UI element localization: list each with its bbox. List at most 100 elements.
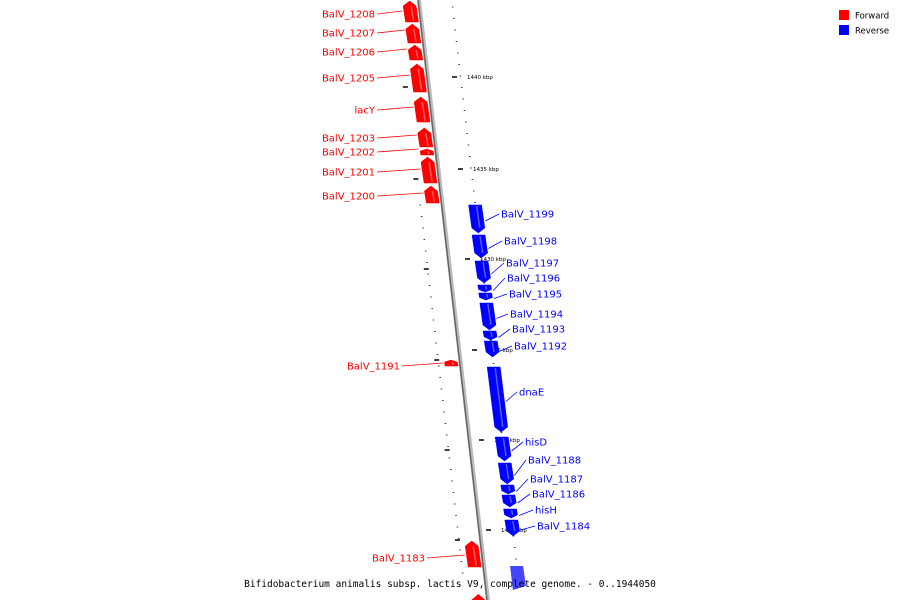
reverse-gene-5 [479,302,497,331]
gene-labels: BalV_1208 BalV_1207 BalV_1206 BalV_1205 lacY… [322,10,590,565]
reverse-leader-line [496,313,509,319]
reverse-leader-line [518,509,534,516]
forward-gene-label: BalV_1201 [322,168,375,179]
reverse-gene-shade [491,341,495,353]
reverse-gene-4 [478,292,493,301]
forward-gene-label: BalV_1183 [372,554,425,565]
forward-gene-1 [405,23,422,44]
reverse-gene-shade [479,235,484,254]
reverse-gene-shade [505,463,510,480]
reverse-gene-label: BalV_1197 [506,259,559,270]
reverse-leader-line [511,441,524,452]
reverse-gene-6 [482,330,498,341]
forward-leader-line [376,192,424,197]
forward-leader-line [376,29,405,34]
legend: Forward Reverse [839,10,889,37]
forward-gene-label: BalV_1191 [347,362,400,373]
reverse-gene-shade [475,205,481,229]
forward-leader-line [376,10,403,15]
forward-gene-5 [417,127,434,148]
forward-gene-shade [415,49,419,60]
forward-gene-shade [472,545,478,567]
reverse-gene-14 [504,519,520,537]
forward-gene-shade [417,68,423,92]
forward-leader-line [401,362,443,367]
major-tick-label: 1440 kbp [467,75,493,81]
reverse-gene-shade [485,285,488,290]
forward-leader-line [376,106,414,111]
forward-gene-shade [428,161,433,183]
legend-forward-swatch [839,10,849,20]
reverse-gene-label: BalV_1188 [528,456,581,467]
forward-gene-10 [464,540,482,568]
forward-gene-label: BalV_1200 [322,192,375,203]
forward-leader-line [376,168,421,173]
reverse-gene-label: dnaE [519,388,544,399]
reverse-gene-13 [503,508,518,519]
forward-gene-6 [419,148,435,156]
reverse-gene-11 [500,484,516,495]
reverse-leader-line [493,293,508,299]
reverse-gene-shade [482,261,487,279]
forward-leader-line [426,554,465,559]
forward-gene-7 [420,156,438,184]
forward-gene-label: BalV_1202 [322,148,375,159]
forward-gene-8 [424,185,440,204]
forward-gene-label: BalV_1208 [322,10,375,21]
reverse-leader-line [514,459,527,476]
forward-gene-partial [471,594,486,600]
forward-gene-shade [431,190,436,203]
reverse-leader-line [499,345,513,352]
forward-gene-4 [413,96,431,123]
reverse-gene-8 [486,366,508,433]
reverse-gene-0 [468,204,486,234]
legend-forward-label: Forward [855,12,889,22]
forward-gene-shade [413,28,417,43]
reverse-gene-label: BalV_1198 [504,237,557,248]
reverse-gene-shade [486,293,489,298]
reverse-gene-shade [494,367,504,428]
reverse-gene-label: BalV_1184 [537,522,590,533]
reverse-gene-2 [474,260,491,284]
major-tick-label: 1430 kbp [480,257,506,263]
forward-gene-label: lacY [354,106,375,117]
reverse-leader-line [492,277,506,291]
legend-reverse-label: Reverse [855,27,889,37]
reverse-gene-label: BalV_1194 [510,310,563,321]
reverse-gene-shade [509,495,513,503]
forward-gene-2 [407,44,424,61]
reverse-gene-shade [502,437,507,457]
reverse-gene-label: BalV_1199 [501,210,554,221]
reverse-gene-label: BalV_1196 [507,274,560,285]
major-tick-label: 1435 kbp [473,167,499,173]
reverse-gene-label: BalV_1186 [532,490,585,501]
reverse-leader-line [505,391,518,402]
forward-leader-line [376,48,408,53]
forward-gene-shade [425,132,429,147]
forward-gene-label: BalV_1203 [322,134,375,145]
reverse-gene-shade [510,509,514,516]
reverse-gene-shade [490,331,493,338]
forward-gene-shade [451,361,454,366]
reverse-gene-label: hisD [525,438,547,449]
reverse-gene-shade [512,520,516,532]
forward-leader-line [376,74,411,79]
reverse-leader-line [491,262,505,275]
forward-gene-3 [410,63,427,93]
reverse-gene-shade [508,485,511,492]
reverse-gene-3 [477,284,492,293]
reverse-gene-label: BalV_1193 [512,325,565,336]
reverse-leader-line [488,240,503,249]
forward-gene-shade [410,5,415,22]
reverse-leader-line [498,328,511,338]
reverse-gene-7 [483,340,500,358]
reverse-gene-1 [471,234,488,259]
forward-gene-shade [421,101,426,122]
reverse-gene-partial [510,566,526,590]
label-leaders [376,10,536,559]
reverse-gene-shade [487,303,492,326]
reverse-leader-line [485,213,500,222]
reverse-leader-line [517,493,531,504]
forward-leader-line [376,134,417,139]
